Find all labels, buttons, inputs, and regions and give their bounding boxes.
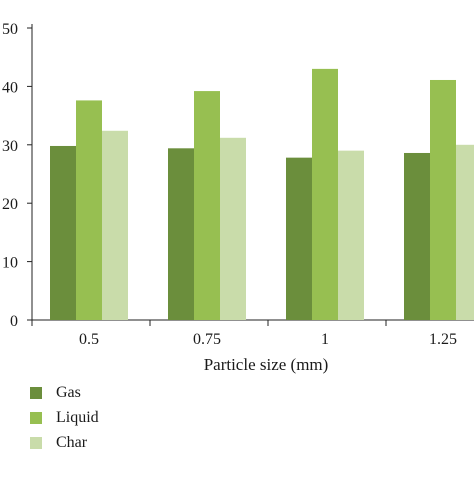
bar-gas-0.75 bbox=[168, 148, 194, 320]
legend-item-liquid: Liquid bbox=[30, 405, 99, 430]
y-tick-label: 20 bbox=[2, 196, 18, 213]
y-tick-label: 30 bbox=[2, 138, 18, 155]
x-axis: 0.5 0.75 1 1.25 bbox=[31, 319, 474, 348]
bar-liquid-1 bbox=[312, 68, 338, 320]
y-tick-label: 0 bbox=[10, 313, 18, 330]
bar-liquid-0.75 bbox=[194, 91, 220, 321]
legend-swatch-char bbox=[30, 436, 42, 449]
x-axis-title: Particle size (mm) bbox=[204, 355, 329, 374]
y-tick-label: 40 bbox=[2, 79, 18, 96]
bar-gas-1.25 bbox=[404, 152, 430, 320]
y-tick-label: 10 bbox=[2, 255, 18, 272]
y-tick-label: 50 bbox=[2, 21, 18, 38]
legend-label-char: Char bbox=[56, 433, 88, 451]
bars bbox=[50, 68, 474, 321]
x-tick-label: 0.75 bbox=[193, 331, 221, 348]
legend-swatch-gas bbox=[30, 386, 42, 399]
legend-swatch-liquid bbox=[30, 411, 42, 424]
legend-item-char: Char bbox=[30, 430, 99, 455]
x-tick-label: 1 bbox=[321, 331, 329, 348]
bar-char-0.5 bbox=[102, 130, 128, 320]
bar-gas-0.5 bbox=[50, 145, 76, 320]
x-tick-label: 1.25 bbox=[429, 331, 457, 348]
bar-char-1.25 bbox=[456, 144, 474, 320]
bar-char-0.75 bbox=[220, 137, 246, 320]
bar-liquid-1.25 bbox=[430, 79, 456, 320]
legend-item-gas: Gas bbox=[30, 380, 99, 405]
legend: Gas Liquid Char bbox=[30, 380, 99, 455]
bar-char-1 bbox=[338, 150, 364, 320]
bar-gas-1 bbox=[286, 157, 312, 320]
legend-label-liquid: Liquid bbox=[56, 408, 99, 426]
legend-label-gas: Gas bbox=[56, 383, 81, 401]
y-axis: 0 10 20 30 40 50 bbox=[2, 21, 33, 330]
x-tick-label: 0.5 bbox=[79, 331, 99, 348]
bar-liquid-0.5 bbox=[76, 100, 102, 320]
